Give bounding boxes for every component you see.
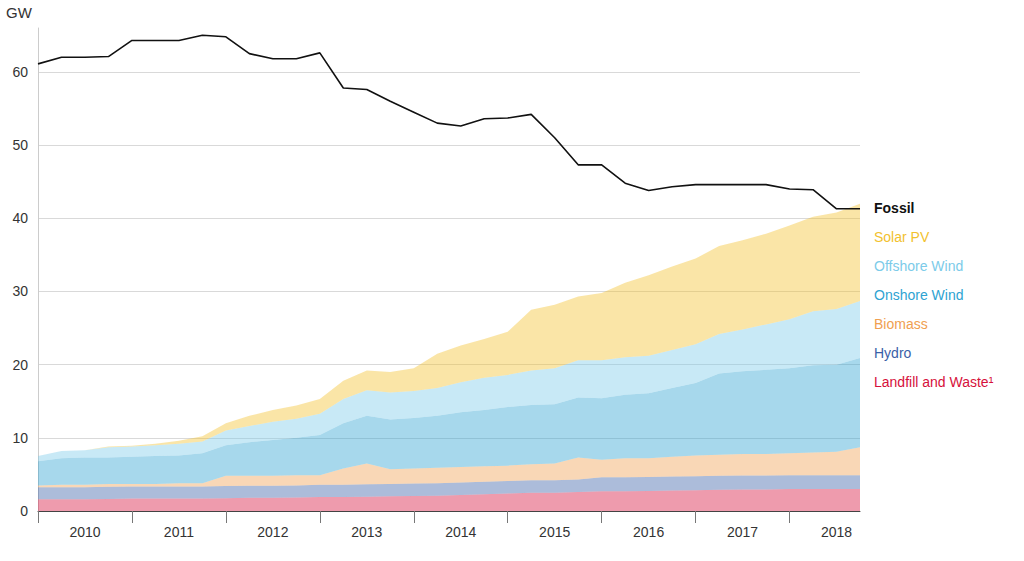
svg-text:GW: GW [6, 4, 33, 21]
svg-text:Biomass: Biomass [874, 316, 928, 332]
svg-text:Landfill and Waste¹: Landfill and Waste¹ [874, 374, 994, 390]
svg-text:10: 10 [12, 430, 28, 446]
svg-text:30: 30 [12, 283, 28, 299]
svg-text:2011: 2011 [164, 524, 194, 540]
svg-text:Onshore Wind: Onshore Wind [874, 287, 963, 303]
svg-text:2014: 2014 [445, 524, 476, 540]
svg-text:2012: 2012 [257, 524, 288, 540]
svg-text:0: 0 [20, 503, 28, 519]
svg-text:2017: 2017 [727, 524, 758, 540]
svg-text:Solar PV: Solar PV [874, 229, 930, 245]
svg-text:Fossil: Fossil [874, 200, 914, 216]
svg-text:2015: 2015 [539, 524, 570, 540]
svg-text:Hydro: Hydro [874, 345, 912, 361]
svg-text:60: 60 [12, 64, 28, 80]
svg-text:2018: 2018 [821, 524, 852, 540]
svg-text:2013: 2013 [351, 524, 382, 540]
svg-text:50: 50 [12, 137, 28, 153]
svg-text:40: 40 [12, 210, 28, 226]
svg-text:2016: 2016 [633, 524, 664, 540]
svg-text:2010: 2010 [69, 524, 100, 540]
svg-text:20: 20 [12, 357, 28, 373]
svg-text:Offshore Wind: Offshore Wind [874, 258, 963, 274]
